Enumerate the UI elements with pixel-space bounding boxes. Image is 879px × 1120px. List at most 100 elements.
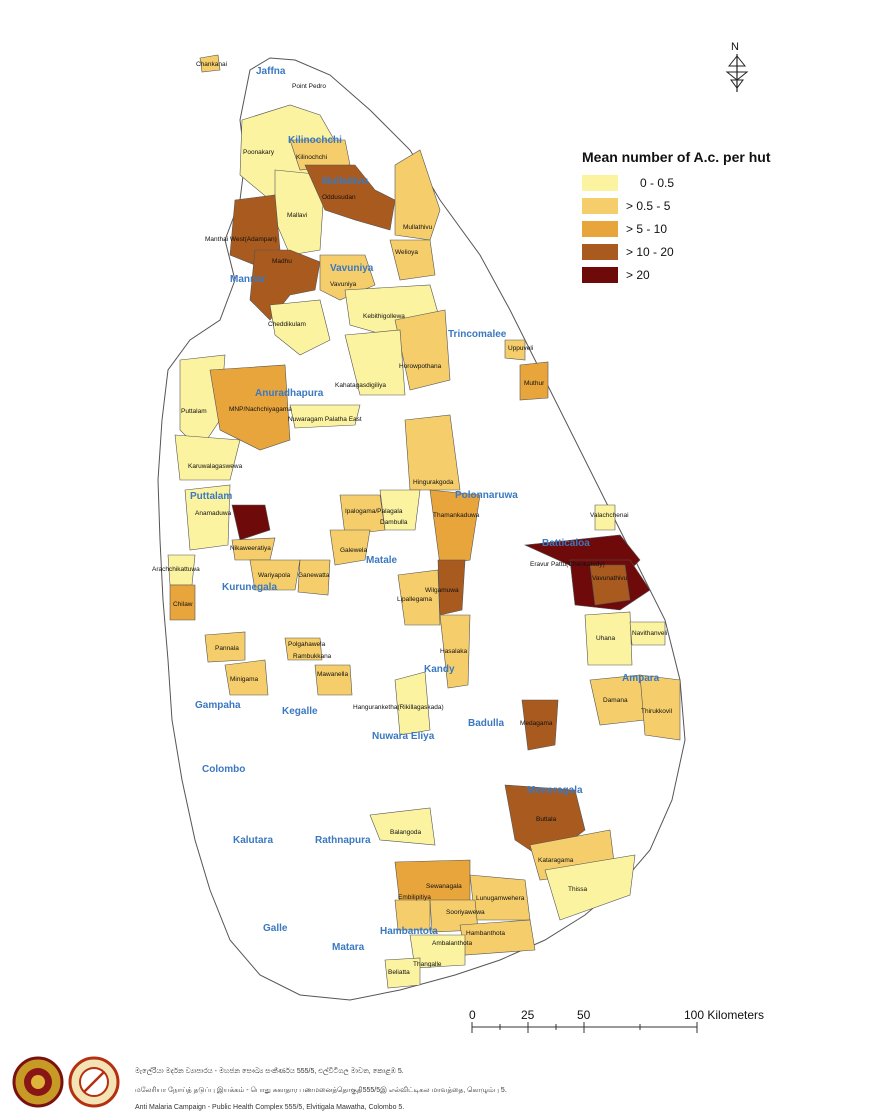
- area-welioya: [389, 239, 436, 281]
- legend-item: > 5 - 10: [582, 217, 842, 240]
- scale-bar: 0 25 50 100 Kilometers: [469, 1008, 764, 1033]
- area-galewela: [329, 529, 371, 566]
- area-vavunathivu: [589, 564, 631, 606]
- moh-label: Balangoda: [390, 829, 421, 836]
- area-minigama: [224, 659, 269, 696]
- district-label-colombo: Colombo: [202, 764, 245, 775]
- area-hingurakgoda: [404, 414, 461, 491]
- district-label-kalutara: Kalutara: [233, 835, 273, 846]
- moh-label: Hanguranketha(Rikillagaskada): [353, 704, 444, 711]
- footer-sinhala: මැලේරියා මර්දන ව්‍යාපාරය - මහජන සෞඛ්‍ය ස…: [135, 1068, 404, 1075]
- legend-item: > 0.5 - 5: [582, 194, 842, 217]
- moh-label: Mawanella: [317, 671, 348, 678]
- scale-tick-label: 50: [577, 1008, 591, 1022]
- area-cheddikulam: [269, 299, 331, 356]
- district-label-matale: Matale: [366, 555, 398, 566]
- map-legend: Mean number of A.c. per hut 0 - 0.5 > 0.…: [582, 149, 842, 286]
- area-uppuveli: [504, 339, 526, 361]
- area-oddusudan: [304, 164, 396, 231]
- moh-label: Valachchenai: [590, 512, 629, 519]
- area-ambalanthota: [409, 934, 466, 969]
- moh-label: Chilaw: [173, 601, 193, 608]
- legend-swatch: [582, 243, 618, 260]
- footer-english: Anti Malaria Campaign - Public Health Co…: [135, 1104, 405, 1111]
- area-embilipitiya: [394, 899, 431, 931]
- district-label-hambantota: Hambantota: [380, 926, 438, 937]
- legend-swatch: [582, 197, 618, 214]
- moh-label: Hambanthota: [466, 930, 505, 937]
- area-thissa: [544, 854, 636, 921]
- district-label-vavuniya: Vavuniya: [330, 263, 374, 274]
- district-label-kegalle: Kegalle: [282, 706, 318, 717]
- moh-label: Medagama: [520, 720, 553, 727]
- area-ganewatta: [297, 559, 331, 596]
- moh-label: Ganewatta: [298, 572, 330, 579]
- moh-label: Mallavi: [287, 212, 307, 219]
- moh-label: Rambukkana: [293, 653, 332, 660]
- moh-label: Horowpothana: [399, 363, 442, 370]
- moh-label: Navithanveli: [632, 630, 667, 637]
- moh-label: Uppuveli: [508, 345, 533, 352]
- moh-label: Wilgamuwa: [425, 587, 459, 594]
- moh-label: Kebithigollewa: [363, 313, 405, 320]
- anti-malaria-campaign-logo: [68, 1056, 120, 1108]
- moh-label: Dambulla: [380, 519, 408, 526]
- area-wilgamuwa: [437, 559, 466, 616]
- moh-label: Polgahawela: [288, 641, 326, 648]
- area-dambulla: [379, 489, 421, 531]
- scale-tick-label: 100 Kilometers: [684, 1008, 764, 1022]
- area-anamaduwa: [184, 484, 231, 551]
- moh-label: Vavunathivu: [592, 575, 628, 582]
- moh-label: Puttalam: [181, 408, 207, 415]
- legend-item: > 10 - 20: [582, 240, 842, 263]
- scale-tick-label: 0: [469, 1008, 476, 1022]
- moh-label: Arachchikattuwa: [152, 566, 200, 573]
- moh-label: Muthur: [524, 380, 545, 387]
- moh-label: Lunugamwehera: [476, 895, 525, 902]
- district-label-kandy: Kandy: [424, 664, 455, 675]
- area-jaffna-chankanai: [199, 54, 221, 73]
- footer-tamil: மலேரியா நோய்த் தடுப்பு இயக்கம் - பொது சு…: [135, 1087, 507, 1094]
- legend-label: > 0.5 - 5: [626, 198, 671, 213]
- district-label-nuwara-eliya: Nuwara Eliya: [372, 731, 435, 742]
- area-mullathivu: [394, 149, 441, 241]
- moh-label: Nuwaragam Palatha East: [288, 416, 362, 423]
- area-medagama: [521, 699, 559, 751]
- government-emblem-logo: [12, 1056, 64, 1108]
- moh-label: Sewanagala: [426, 883, 462, 890]
- area-mnp: [209, 364, 291, 451]
- moh-label: Damana: [603, 697, 628, 704]
- area-madhu: [249, 249, 321, 321]
- district-label-batticaloa: Batticaloa: [542, 538, 590, 549]
- district-label-kurunegala: Kurunegala: [222, 582, 277, 593]
- area-balangoda: [369, 807, 436, 846]
- legend-item: > 20: [582, 263, 842, 286]
- moh-label: Lipallegama: [397, 596, 432, 603]
- area-hambanthota: [459, 919, 536, 956]
- moh-label: Point Pedro: [292, 83, 326, 90]
- area-mawanella: [314, 664, 353, 696]
- moh-label: Eravur Pattu(Chenkalady): [530, 561, 605, 568]
- area-thamankaduwa: [429, 489, 481, 566]
- area-ipalogama: [339, 494, 386, 536]
- district-label-rathnapura: Rathnapura: [315, 835, 371, 846]
- moh-label: Thamankaduwa: [433, 512, 480, 519]
- legend-label: > 5 - 10: [626, 221, 668, 236]
- area-thirukkovil: [639, 674, 681, 741]
- district-label-mannar: Mannar: [230, 274, 266, 285]
- moh-label: Cheddikulam: [268, 321, 306, 328]
- district-label-trincomalee: Trincomalee: [448, 329, 507, 340]
- north-arrow-icon: N: [725, 41, 749, 92]
- moh-label: Welioya: [395, 249, 418, 256]
- district-label-polonnaruwa: Polonnaruwa: [455, 490, 518, 501]
- district-label-galle: Galle: [263, 923, 288, 934]
- area-nuwaragam: [289, 404, 361, 429]
- legend-swatch: [582, 266, 618, 283]
- moh-label: Nikaweeratiya: [230, 545, 271, 552]
- district-label-ampara: Ampara: [622, 673, 660, 684]
- area-wariyapola: [249, 559, 301, 591]
- moh-label: Kilinochchi: [296, 154, 327, 161]
- moh-label: Pannala: [215, 645, 239, 652]
- moh-label: Kahatagasdigiliya: [335, 382, 386, 389]
